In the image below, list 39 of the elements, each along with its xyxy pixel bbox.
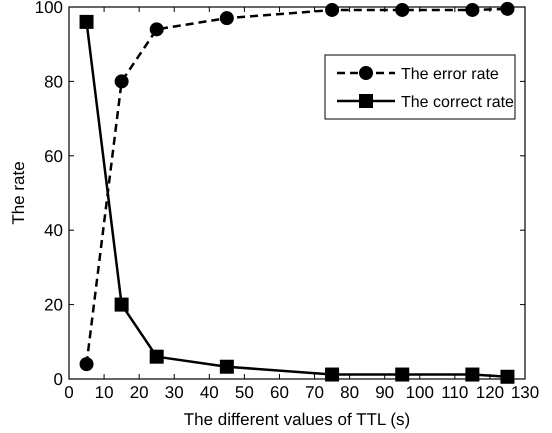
x-tick-label: 130	[510, 383, 540, 402]
x-tick-label: 90	[375, 383, 394, 402]
x-tick-label: 50	[234, 383, 254, 402]
point	[465, 2, 480, 17]
x-axis-title: The different values of TTL (s)	[184, 410, 410, 429]
point	[325, 368, 340, 382]
y-tick-label: 0	[54, 370, 63, 389]
point	[220, 360, 234, 374]
x-tick-label: 80	[340, 383, 360, 402]
point	[395, 368, 410, 382]
point	[114, 298, 129, 312]
x-tick-label: 40	[200, 383, 219, 402]
y-axis-title: The rate	[9, 161, 28, 225]
x-tick-label: 100	[406, 383, 434, 402]
x-tick-label: 60	[270, 383, 289, 402]
point	[80, 14, 94, 29]
x-tick-label: 120	[476, 383, 504, 402]
y-tick-label: 20	[44, 296, 63, 315]
point	[465, 368, 480, 382]
point	[114, 74, 129, 88]
point	[325, 2, 340, 17]
legend-label: The error rate	[401, 66, 499, 83]
x-tick-label: 10	[94, 383, 114, 402]
x-tick-label: 30	[164, 383, 184, 402]
point	[395, 2, 410, 17]
point	[220, 11, 234, 26]
y-tick-label: 40	[44, 221, 63, 240]
x-tick-label: 70	[305, 383, 324, 402]
x-tick-label: 110	[441, 383, 468, 402]
point	[150, 350, 164, 364]
x-tick-label: 20	[130, 383, 149, 402]
y-tick-label: 100	[34, 0, 63, 17]
legend-label: The correct rate	[401, 94, 514, 111]
y-tick-label: 80	[44, 72, 63, 92]
point	[500, 370, 514, 384]
point	[150, 22, 164, 36]
point	[500, 2, 514, 16]
y-tick-label: 60	[44, 146, 63, 166]
point	[80, 357, 94, 372]
